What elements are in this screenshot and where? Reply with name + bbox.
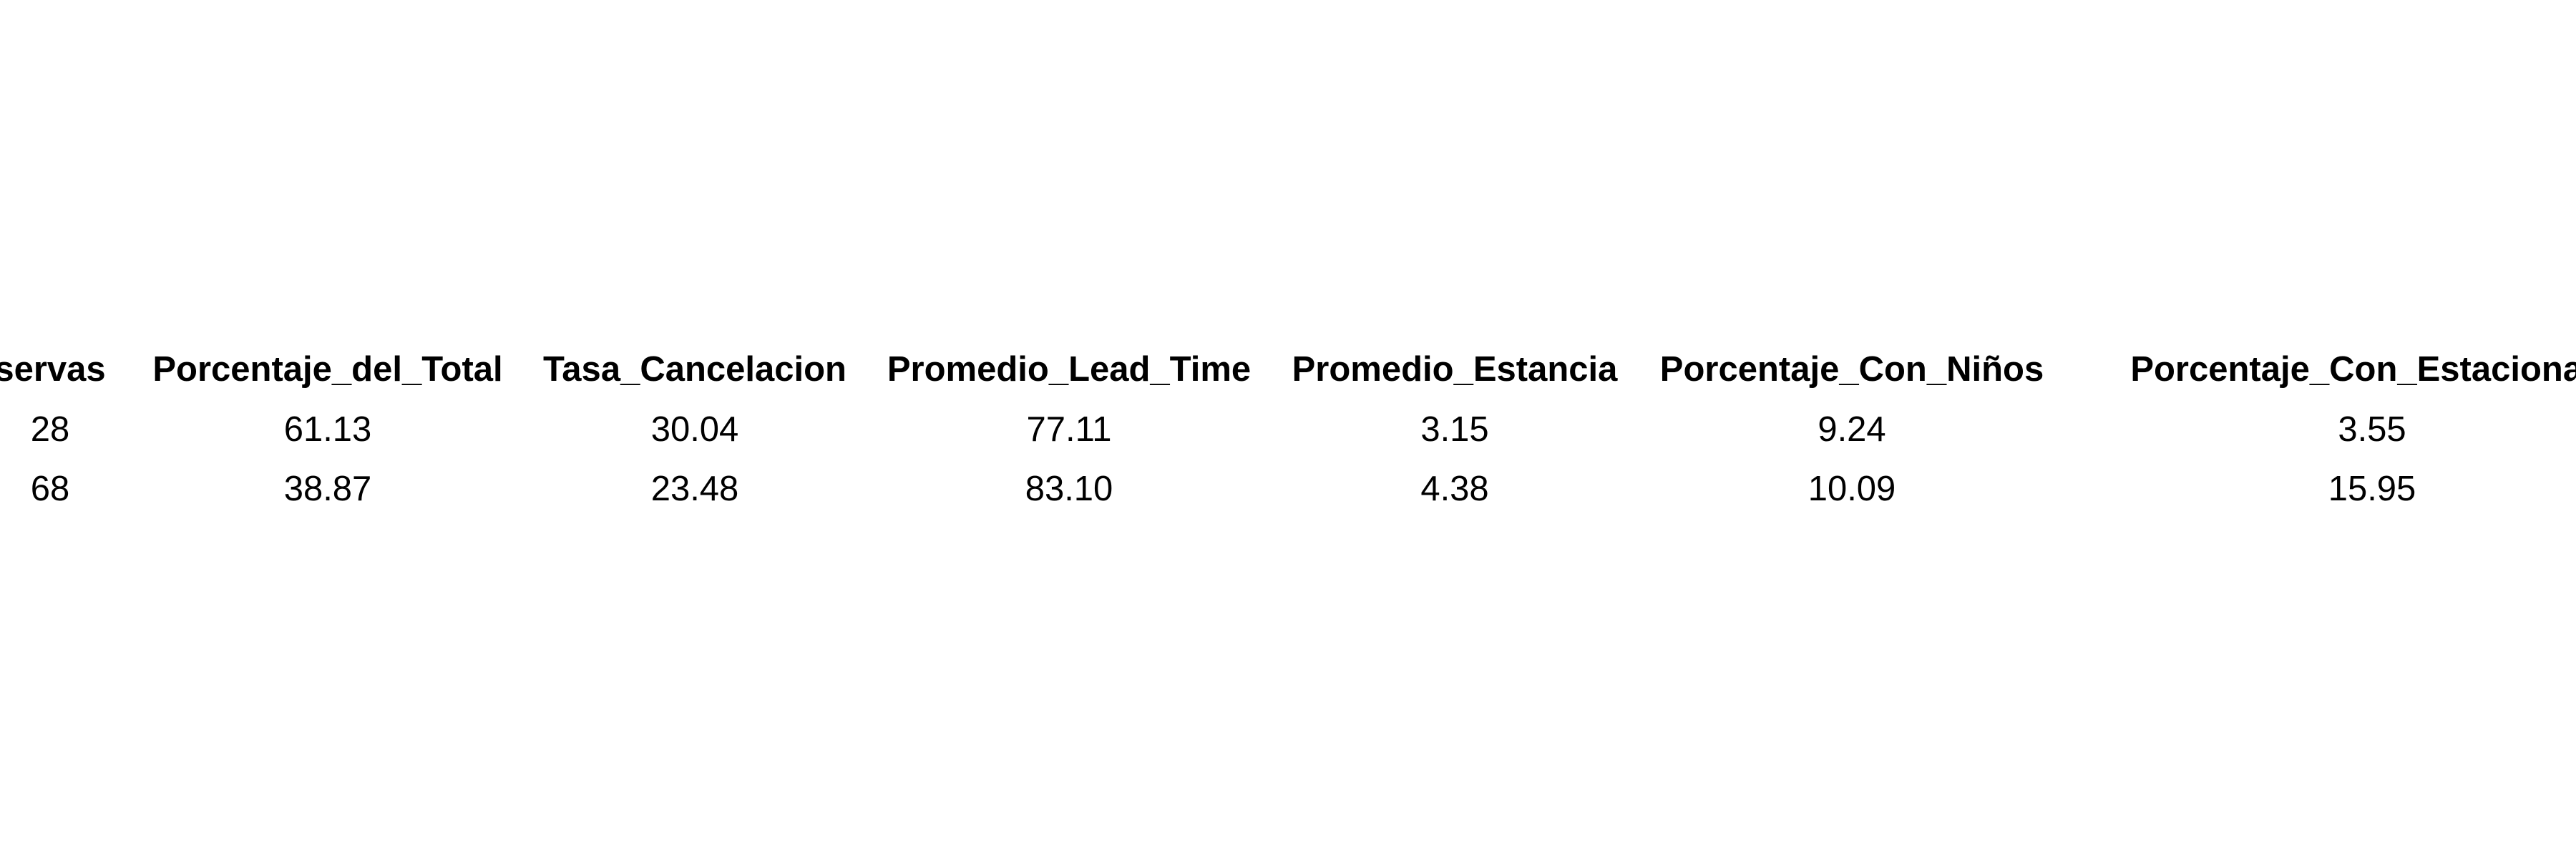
column-header-promedio-estancia: Promedio_Estancia <box>1292 350 1618 389</box>
table-cell-row1-promedio-lead-time: 77.11 <box>1026 410 1112 449</box>
table-cell-row1-porcentaje-con-estacionamiento: 3.55 <box>2338 410 2406 449</box>
column-header-tasa-cancelacion: Tasa_Cancelacion <box>543 350 847 389</box>
table-cell-row2-porcentaje-del-total: 38.87 <box>283 470 372 508</box>
column-header-porcentaje-con-estacionamiento: Porcentaje_Con_Estacionam <box>2130 350 2576 389</box>
column-header-promedio-lead-time: Promedio_Lead_Time <box>887 350 1252 389</box>
column-header-porcentaje-del-total: Porcentaje_del_Total <box>152 350 503 389</box>
table-cell-row1-porcentaje-del-total: 61.13 <box>283 410 372 449</box>
column-header-porcentaje-con-ninos: Porcentaje_Con_Niños <box>1659 350 2044 389</box>
table-cell-row1-porcentaje-con-ninos: 9.24 <box>1818 410 1886 449</box>
table-cell-row1-tasa-cancelacion: 30.04 <box>650 410 739 449</box>
table-cell-row1-promedio-estancia: 3.15 <box>1420 410 1489 449</box>
table-cell-row2-porcentaje-con-estacionamiento: 15.95 <box>2328 470 2416 508</box>
table-cell-row2-tasa-cancelacion: 23.48 <box>650 470 739 508</box>
table-cell-row2-porcentaje-con-ninos: 10.09 <box>1807 470 1896 508</box>
table-cell-row2-promedio-lead-time: 83.10 <box>1025 470 1113 508</box>
table-cell-row2-reservas: 68 <box>30 470 70 508</box>
column-header-reservas: servas <box>0 350 106 389</box>
table-cell-row1-reservas: 28 <box>30 410 70 449</box>
table-cell-row2-promedio-estancia: 4.38 <box>1420 470 1489 508</box>
